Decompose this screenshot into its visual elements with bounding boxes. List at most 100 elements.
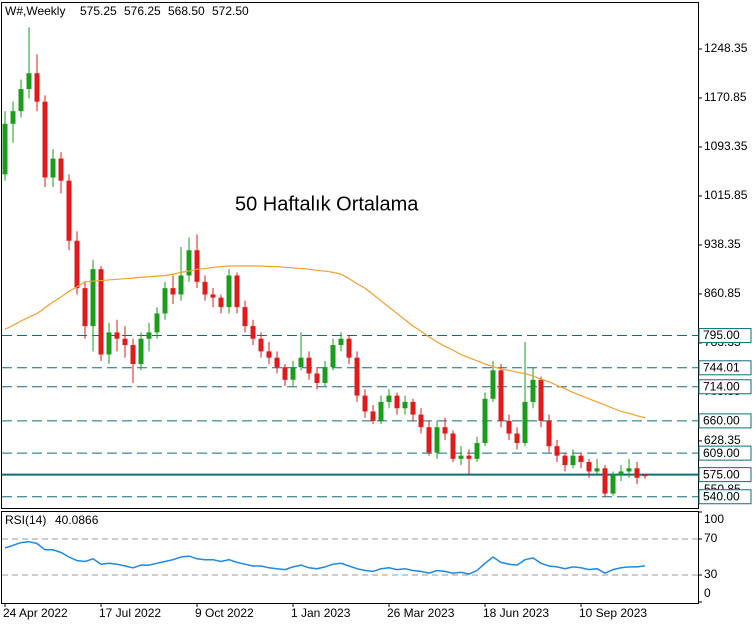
candle-body xyxy=(514,433,520,444)
candle-body xyxy=(10,111,16,124)
y-tick-label: 1248.35 xyxy=(704,41,748,55)
candle-body xyxy=(426,427,432,453)
level-label-box xyxy=(698,328,752,344)
y-tick-label: 1093.35 xyxy=(704,139,748,153)
rsi-tick-label: 0 xyxy=(704,586,711,600)
candle-body xyxy=(146,332,152,339)
candle-body xyxy=(362,395,368,412)
level-label-box xyxy=(698,489,752,505)
level-label-box xyxy=(698,360,752,376)
candle-body xyxy=(106,332,112,355)
candle-body xyxy=(194,250,200,282)
header-value: 576.25 xyxy=(124,4,161,18)
x-tick-label: 18 Jun 2023 xyxy=(483,606,549,620)
candle-body xyxy=(578,455,584,462)
header-value: 568.50 xyxy=(168,4,205,18)
candle-body xyxy=(306,357,312,374)
level-label: 575.00 xyxy=(703,467,740,481)
y-tick-label: 1015.85 xyxy=(704,188,748,202)
candle-body xyxy=(90,269,96,327)
candle-body xyxy=(330,345,336,368)
symbol: W#,Weekly xyxy=(5,4,65,18)
candle-body xyxy=(546,420,552,447)
candle-body xyxy=(170,288,176,295)
candle-body xyxy=(114,332,120,339)
candle-body xyxy=(442,427,448,434)
candle-body xyxy=(138,338,144,365)
candle-body xyxy=(314,373,320,383)
candle-body xyxy=(474,443,480,459)
candle-body xyxy=(122,338,128,346)
candle-body xyxy=(594,468,600,472)
annotation: 50 Haftalık Ortalama xyxy=(235,193,419,215)
candle-body xyxy=(434,427,440,453)
candle-body xyxy=(466,455,472,459)
candle-body xyxy=(234,275,240,308)
x-tick-label: 24 Apr 2022 xyxy=(3,606,68,620)
candle-body xyxy=(354,357,360,396)
x-tick-label: 17 Jul 2022 xyxy=(99,606,161,620)
candle-body xyxy=(482,398,488,444)
candle-body xyxy=(642,474,648,477)
level-label: 714.00 xyxy=(703,379,740,393)
candle-body xyxy=(162,288,168,314)
candle-body xyxy=(626,468,632,472)
candle-body xyxy=(210,294,216,298)
candle-body xyxy=(18,89,24,112)
candle-body xyxy=(562,455,568,466)
rsi-label: RSI(14) xyxy=(5,513,46,527)
candle-body xyxy=(634,468,640,478)
candle-body xyxy=(378,401,384,421)
rsi-tick-label: 70 xyxy=(704,531,718,545)
level-label-box xyxy=(698,413,752,429)
candle-body xyxy=(2,123,8,175)
y-tick-label: 938.35 xyxy=(704,237,741,251)
candle-body xyxy=(346,338,352,358)
x-tick-label: 10 Sep 2023 xyxy=(579,606,647,620)
candle-body xyxy=(154,313,160,333)
candle-body xyxy=(498,370,504,421)
candle-body xyxy=(242,307,248,327)
rsi-line xyxy=(4,540,646,575)
candle-body xyxy=(178,275,184,295)
candle-body xyxy=(402,401,408,409)
level-label-box xyxy=(698,379,752,395)
candle-body xyxy=(42,101,48,178)
level-label-box xyxy=(698,445,752,461)
candle-body xyxy=(458,455,464,459)
level-label: 609.00 xyxy=(703,446,740,460)
y-tick-label: 860.85 xyxy=(704,286,741,300)
rsi-tick-label: 100 xyxy=(704,512,724,526)
candle-body xyxy=(386,395,392,402)
candle-body xyxy=(282,367,288,380)
candle-body xyxy=(338,338,344,346)
y-tick-label: 628.35 xyxy=(704,433,741,447)
header-value: 572.50 xyxy=(212,4,249,18)
rsi-panel xyxy=(1,511,699,604)
level-label: 660.00 xyxy=(703,414,740,428)
candle-body xyxy=(186,250,192,276)
candle-body xyxy=(34,73,40,102)
candle-body xyxy=(266,351,272,358)
candle-body xyxy=(538,379,544,421)
candle-body xyxy=(570,455,576,466)
header: W#,Weekly xyxy=(5,4,65,18)
level-label: 540.00 xyxy=(703,489,740,503)
candle-body xyxy=(522,401,528,444)
candle-body xyxy=(530,379,536,402)
candle-body xyxy=(506,420,512,434)
candle-body xyxy=(290,367,296,380)
header-value: 575.25 xyxy=(80,4,117,18)
candle-body xyxy=(250,326,256,339)
candle-body xyxy=(410,401,416,415)
candle-body xyxy=(82,288,88,327)
candle-body xyxy=(50,158,56,178)
candle-body xyxy=(322,367,328,383)
candle-body xyxy=(618,471,624,475)
candle-body xyxy=(66,180,72,241)
candle-body xyxy=(370,411,376,421)
rsi-value: 40.0866 xyxy=(55,513,99,527)
candle-body xyxy=(274,357,280,368)
level-label: 744.01 xyxy=(703,360,740,374)
